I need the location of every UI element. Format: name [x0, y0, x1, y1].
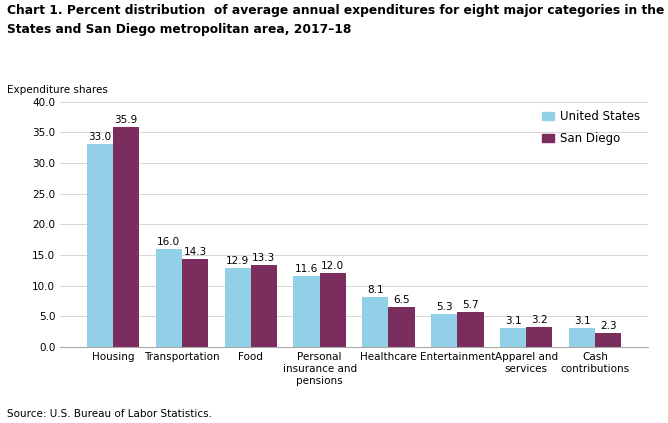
Legend: United States, San Diego: United States, San Diego — [537, 105, 645, 150]
Bar — [156, 249, 182, 347]
Text: 3.1: 3.1 — [505, 316, 522, 326]
Text: 5.7: 5.7 — [462, 300, 479, 310]
Text: 6.5: 6.5 — [393, 295, 410, 305]
Bar — [458, 312, 484, 347]
Text: 13.3: 13.3 — [253, 253, 275, 263]
Text: Chart 1. Percent distribution  of average annual expenditures for eight major ca: Chart 1. Percent distribution of average… — [7, 4, 668, 17]
Text: 12.9: 12.9 — [226, 255, 249, 266]
Text: 16.0: 16.0 — [157, 236, 180, 247]
Text: 33.0: 33.0 — [88, 132, 112, 142]
Bar — [526, 327, 552, 347]
Text: 11.6: 11.6 — [295, 264, 318, 274]
Bar — [250, 265, 277, 347]
Text: 5.3: 5.3 — [436, 302, 452, 312]
Bar — [569, 328, 595, 347]
Text: 2.3: 2.3 — [600, 321, 617, 331]
Bar — [182, 259, 208, 347]
Text: States and San Diego metropolitan area, 2017–18: States and San Diego metropolitan area, … — [7, 23, 351, 36]
Bar — [595, 333, 621, 347]
Text: Source: U.S. Bureau of Labor Statistics.: Source: U.S. Bureau of Labor Statistics. — [7, 409, 212, 419]
Text: 14.3: 14.3 — [183, 247, 206, 257]
Bar — [431, 314, 458, 347]
Bar — [87, 145, 113, 347]
Bar — [224, 268, 250, 347]
Bar — [362, 297, 389, 347]
Text: Expenditure shares: Expenditure shares — [7, 85, 108, 95]
Text: 3.2: 3.2 — [531, 315, 548, 325]
Bar — [293, 276, 319, 347]
Bar — [319, 273, 346, 347]
Text: 35.9: 35.9 — [114, 115, 138, 124]
Bar — [500, 328, 526, 347]
Bar — [389, 307, 415, 347]
Text: 12.0: 12.0 — [321, 261, 344, 271]
Text: 8.1: 8.1 — [367, 285, 383, 295]
Bar — [113, 126, 139, 347]
Text: 3.1: 3.1 — [574, 316, 591, 326]
